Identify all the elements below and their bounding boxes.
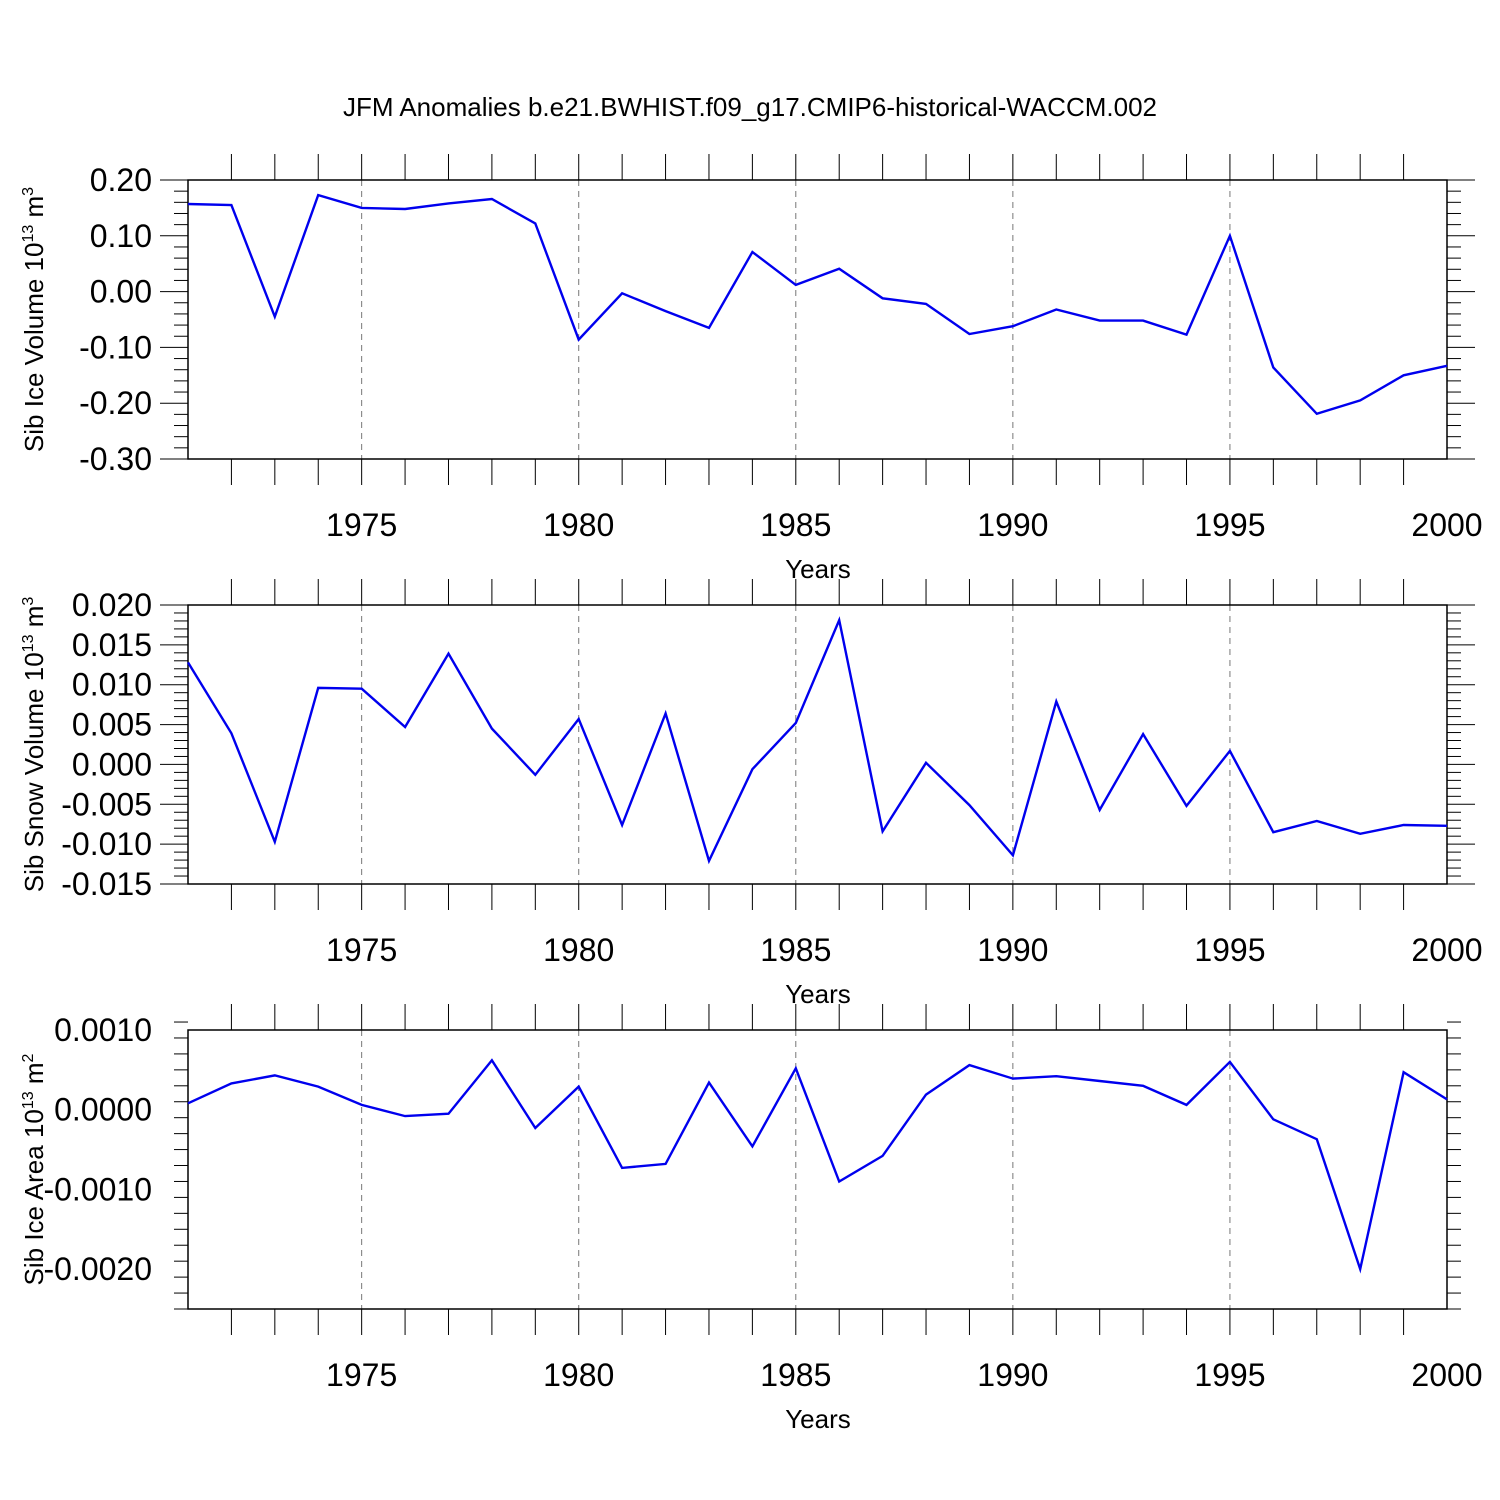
x-axis-title: Years <box>785 1404 851 1434</box>
y-tick-label: -0.0020 <box>43 1251 152 1287</box>
y-tick-label: 0.000 <box>72 746 152 782</box>
y-axis-title: Sib Ice Area 1013 m2 <box>19 1053 49 1285</box>
y-tick-label: 0.0010 <box>54 1012 152 1048</box>
plot-frame <box>187 179 1448 460</box>
y-tick-label: 0.20 <box>90 162 152 198</box>
x-tick-label: 1985 <box>760 507 831 543</box>
y-axis-title: Sib Snow Volume 1013 m3 <box>19 597 49 893</box>
y-tick-label: -0.30 <box>79 441 152 477</box>
y-tick-label: -0.015 <box>61 866 152 902</box>
x-tick-label: 1985 <box>760 932 831 968</box>
y-tick-label: 0.015 <box>72 627 152 663</box>
x-tick-label: 1975 <box>326 507 397 543</box>
y-tick-label: -0.0010 <box>43 1171 152 1207</box>
x-tick-label: 1980 <box>543 1357 614 1393</box>
series-line-ice-volume <box>187 193 1448 416</box>
y-tick-label: -0.005 <box>61 786 152 822</box>
y-tick-label: 0.00 <box>90 274 152 310</box>
y-tick-label: -0.20 <box>79 385 152 421</box>
series-line-ice-area <box>187 1058 1448 1274</box>
y-tick-label: 0.005 <box>72 707 152 743</box>
x-tick-label: 1990 <box>977 507 1048 543</box>
y-tick-label: 0.0000 <box>54 1092 152 1128</box>
plot-frame <box>187 604 1448 885</box>
y-tick-label: -0.10 <box>79 329 152 365</box>
series-line-snow-volume <box>186 616 1448 865</box>
plot-frame <box>187 1029 1448 1310</box>
x-tick-label: 2000 <box>1411 1357 1482 1393</box>
x-tick-label: 1995 <box>1194 932 1265 968</box>
panel-ice-area: -0.0020 -0.0010 0.0000 0.0010 1975 1980 1985 19… <box>19 1004 1483 1434</box>
x-tick-label: 1980 <box>543 507 614 543</box>
x-tick-label: 2000 <box>1411 932 1482 968</box>
x-tick-label: 1975 <box>326 1357 397 1393</box>
y-tick-label: -0.010 <box>61 826 152 862</box>
x-tick-label: 1980 <box>543 932 614 968</box>
x-tick-label: 1975 <box>326 932 397 968</box>
x-tick-label: 1995 <box>1194 1357 1265 1393</box>
y-tick-label: 0.020 <box>72 587 152 623</box>
y-tick-label: 0.10 <box>90 218 152 254</box>
x-axis-title: Years <box>785 979 851 1009</box>
x-tick-label: 1990 <box>977 932 1048 968</box>
x-tick-label: 1990 <box>977 1357 1048 1393</box>
x-tick-label: 1985 <box>760 1357 831 1393</box>
x-tick-label: 2000 <box>1411 507 1482 543</box>
x-tick-label: 1995 <box>1194 507 1265 543</box>
chart-title: JFM Anomalies b.e21.BWHIST.f09_g17.CMIP6… <box>343 92 1157 122</box>
panel-ice-volume: -0.30 -0.20 -0.10 0.00 0.10 0.20 1975 1980 1985 1… <box>19 154 1483 584</box>
y-axis-title: Sib Ice Volume 1013 m3 <box>19 187 49 452</box>
x-axis-title: Years <box>785 554 851 584</box>
panels: -0.30 -0.20 -0.10 0.00 0.10 0.20 1975 1980 1985 1… <box>19 154 1483 1434</box>
panel-snow-volume: -0.015 -0.010 -0.005 0.0000.005 0.010 0.015 0.… <box>19 579 1483 1009</box>
y-tick-label: 0.010 <box>72 667 152 703</box>
